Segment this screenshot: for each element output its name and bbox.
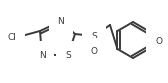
Text: S: S [65,50,71,60]
Text: O: O [155,37,162,45]
Text: N: N [58,17,64,25]
Text: Cl: Cl [7,33,16,42]
Text: S: S [91,32,97,41]
Text: N: N [39,50,45,60]
Text: O: O [91,47,97,57]
